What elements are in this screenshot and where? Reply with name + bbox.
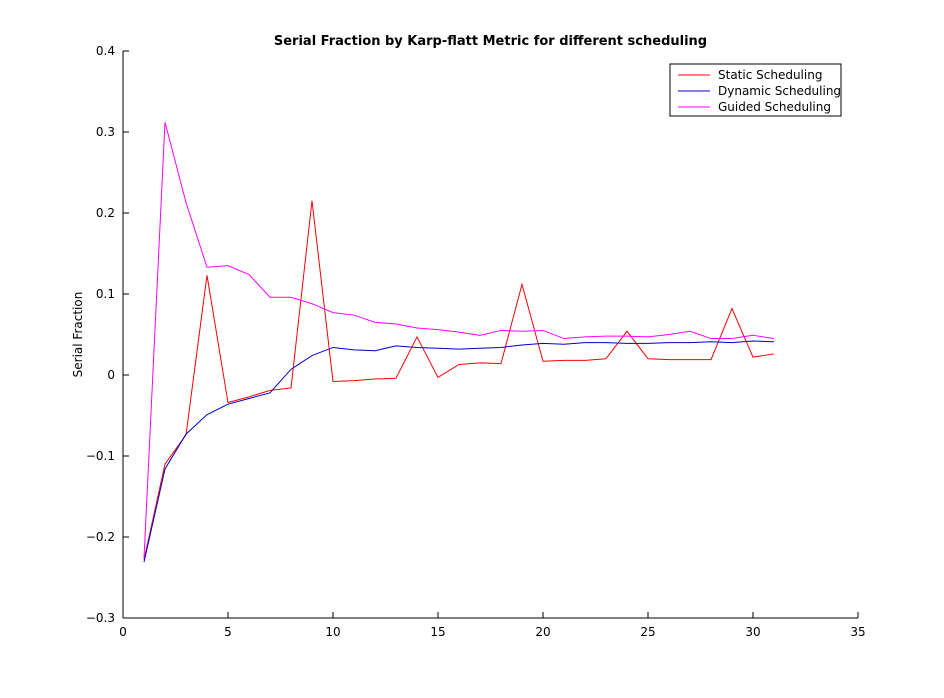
legend: Static Scheduling Dynamic Scheduling Guide… [669, 63, 842, 117]
x-tick-label: 15 [430, 625, 445, 639]
y-tick-label: −0.2 [86, 530, 115, 544]
legend-label: Guided Scheduling [718, 100, 831, 114]
x-tick-label: 20 [535, 625, 550, 639]
x-tick-label: 5 [224, 625, 232, 639]
y-tick-label: 0.2 [96, 206, 115, 220]
y-tick-label: −0.1 [86, 449, 115, 463]
series-line-2 [143, 340, 775, 563]
y-tick-label: 0.4 [96, 44, 115, 58]
x-tick-label: 10 [325, 625, 340, 639]
legend-label: Dynamic Scheduling [718, 84, 841, 98]
legend-label: Static Scheduling [718, 68, 822, 82]
x-tick-label: 35 [850, 625, 865, 639]
y-tick-label: 0.3 [96, 125, 115, 139]
y-tick-label: 0 [107, 368, 115, 382]
series-line-1 [143, 200, 775, 560]
x-tick-label: 30 [745, 625, 760, 639]
x-tick-label: 0 [119, 625, 127, 639]
chart-title: Serial Fraction by Karp-flatt Metric for… [274, 34, 707, 49]
y-axis-title: Serial Fraction [71, 292, 85, 378]
x-tick-label: 25 [640, 625, 655, 639]
y-tick-label: −0.3 [86, 611, 115, 625]
series-line-3 [143, 122, 775, 559]
y-tick-label: 0.1 [96, 287, 115, 301]
